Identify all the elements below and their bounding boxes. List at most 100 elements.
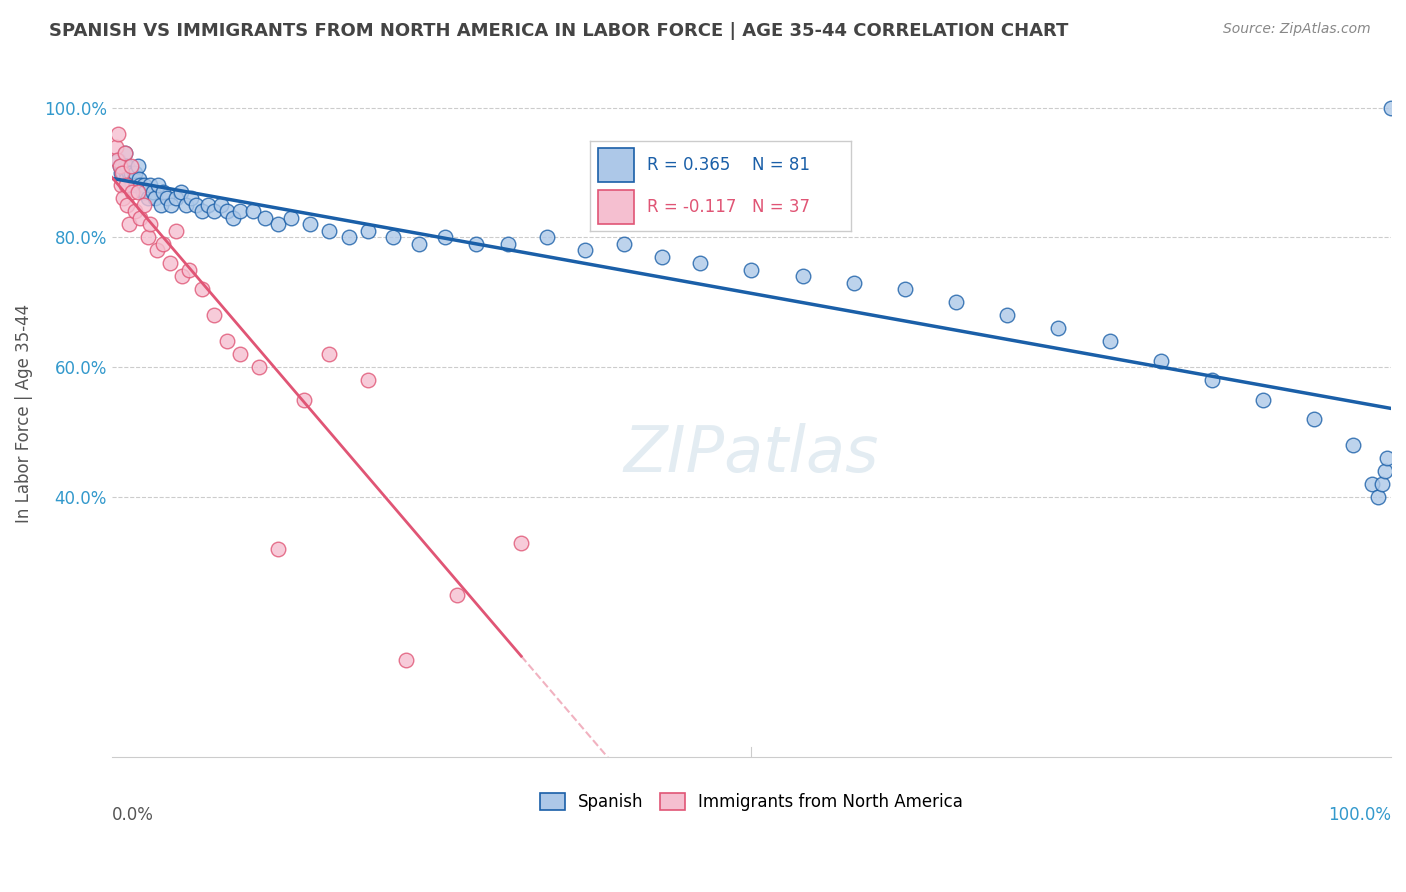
Point xyxy=(118,172,141,186)
Point xyxy=(146,178,169,193)
Point xyxy=(127,159,149,173)
Point xyxy=(242,204,264,219)
Point xyxy=(122,172,145,186)
Point xyxy=(114,146,136,161)
Point xyxy=(1376,451,1399,466)
Point xyxy=(170,185,193,199)
Point xyxy=(117,165,139,179)
Point xyxy=(174,198,197,212)
Point xyxy=(111,159,134,173)
Point xyxy=(842,276,865,290)
Point xyxy=(117,218,139,232)
Point xyxy=(136,192,159,206)
Point xyxy=(180,192,202,206)
Point xyxy=(574,244,596,258)
Point xyxy=(247,360,270,375)
Point xyxy=(1374,465,1396,479)
Point xyxy=(117,159,139,173)
Point xyxy=(139,178,162,193)
Point xyxy=(172,269,194,284)
Point xyxy=(152,237,174,252)
Point xyxy=(165,224,187,238)
Point xyxy=(108,159,131,173)
Text: R = 0.365: R = 0.365 xyxy=(647,155,731,174)
Point xyxy=(115,178,138,193)
Point xyxy=(1341,438,1364,452)
Point xyxy=(395,653,418,667)
Point xyxy=(433,230,456,244)
Point xyxy=(124,204,146,219)
Point xyxy=(299,218,322,232)
Point xyxy=(1098,334,1121,349)
Point xyxy=(139,218,162,232)
Bar xyxy=(598,191,634,225)
Point xyxy=(107,127,129,141)
Bar xyxy=(598,148,634,182)
Point xyxy=(112,165,135,179)
Point xyxy=(229,347,252,361)
Text: N = 37: N = 37 xyxy=(752,198,810,217)
Point xyxy=(159,256,181,270)
Point xyxy=(177,263,200,277)
Point xyxy=(136,230,159,244)
Point xyxy=(190,204,212,219)
Point xyxy=(1379,101,1402,115)
Point xyxy=(465,237,488,252)
Text: SPANISH VS IMMIGRANTS FROM NORTH AMERICA IN LABOR FORCE | AGE 35-44 CORRELATION : SPANISH VS IMMIGRANTS FROM NORTH AMERICA… xyxy=(49,22,1069,40)
Point xyxy=(337,230,360,244)
Point xyxy=(446,588,468,602)
Point xyxy=(145,244,167,258)
Point xyxy=(536,230,558,244)
Point xyxy=(740,263,762,277)
Point xyxy=(1371,477,1393,491)
Point xyxy=(357,224,380,238)
Text: N = 81: N = 81 xyxy=(752,155,810,174)
Point xyxy=(152,185,174,199)
Point xyxy=(510,536,533,550)
Point xyxy=(112,192,135,206)
Point xyxy=(408,237,430,252)
Point xyxy=(1361,477,1384,491)
Point xyxy=(125,178,148,193)
Point xyxy=(498,237,520,252)
Point xyxy=(190,283,212,297)
Point xyxy=(209,198,232,212)
Point xyxy=(131,185,153,199)
Point xyxy=(1251,392,1274,407)
Point xyxy=(114,146,136,161)
Point xyxy=(145,192,167,206)
Point xyxy=(110,178,132,193)
Point xyxy=(894,283,917,297)
Point xyxy=(105,153,128,167)
Point xyxy=(129,211,152,225)
Point xyxy=(186,198,208,212)
Point xyxy=(267,542,290,557)
Point xyxy=(1367,491,1389,505)
Point xyxy=(382,230,405,244)
Text: R = -0.117: R = -0.117 xyxy=(647,198,737,217)
Point xyxy=(114,159,136,173)
Point xyxy=(202,309,225,323)
Point xyxy=(651,250,673,264)
Point xyxy=(1150,354,1173,368)
Point xyxy=(217,334,239,349)
Point xyxy=(995,309,1018,323)
Point xyxy=(357,374,380,388)
Point xyxy=(254,211,277,225)
Point xyxy=(1201,374,1223,388)
Point xyxy=(104,139,127,153)
Point xyxy=(292,392,315,407)
Point xyxy=(120,165,142,179)
Point xyxy=(120,159,142,173)
Point xyxy=(197,198,219,212)
Point xyxy=(156,192,179,206)
Point xyxy=(107,153,129,167)
Point xyxy=(115,172,138,186)
Point xyxy=(159,198,181,212)
Point xyxy=(202,204,225,219)
Point xyxy=(229,204,252,219)
Point xyxy=(111,165,134,179)
Point xyxy=(117,198,139,212)
Point xyxy=(613,237,636,252)
Point xyxy=(217,204,239,219)
